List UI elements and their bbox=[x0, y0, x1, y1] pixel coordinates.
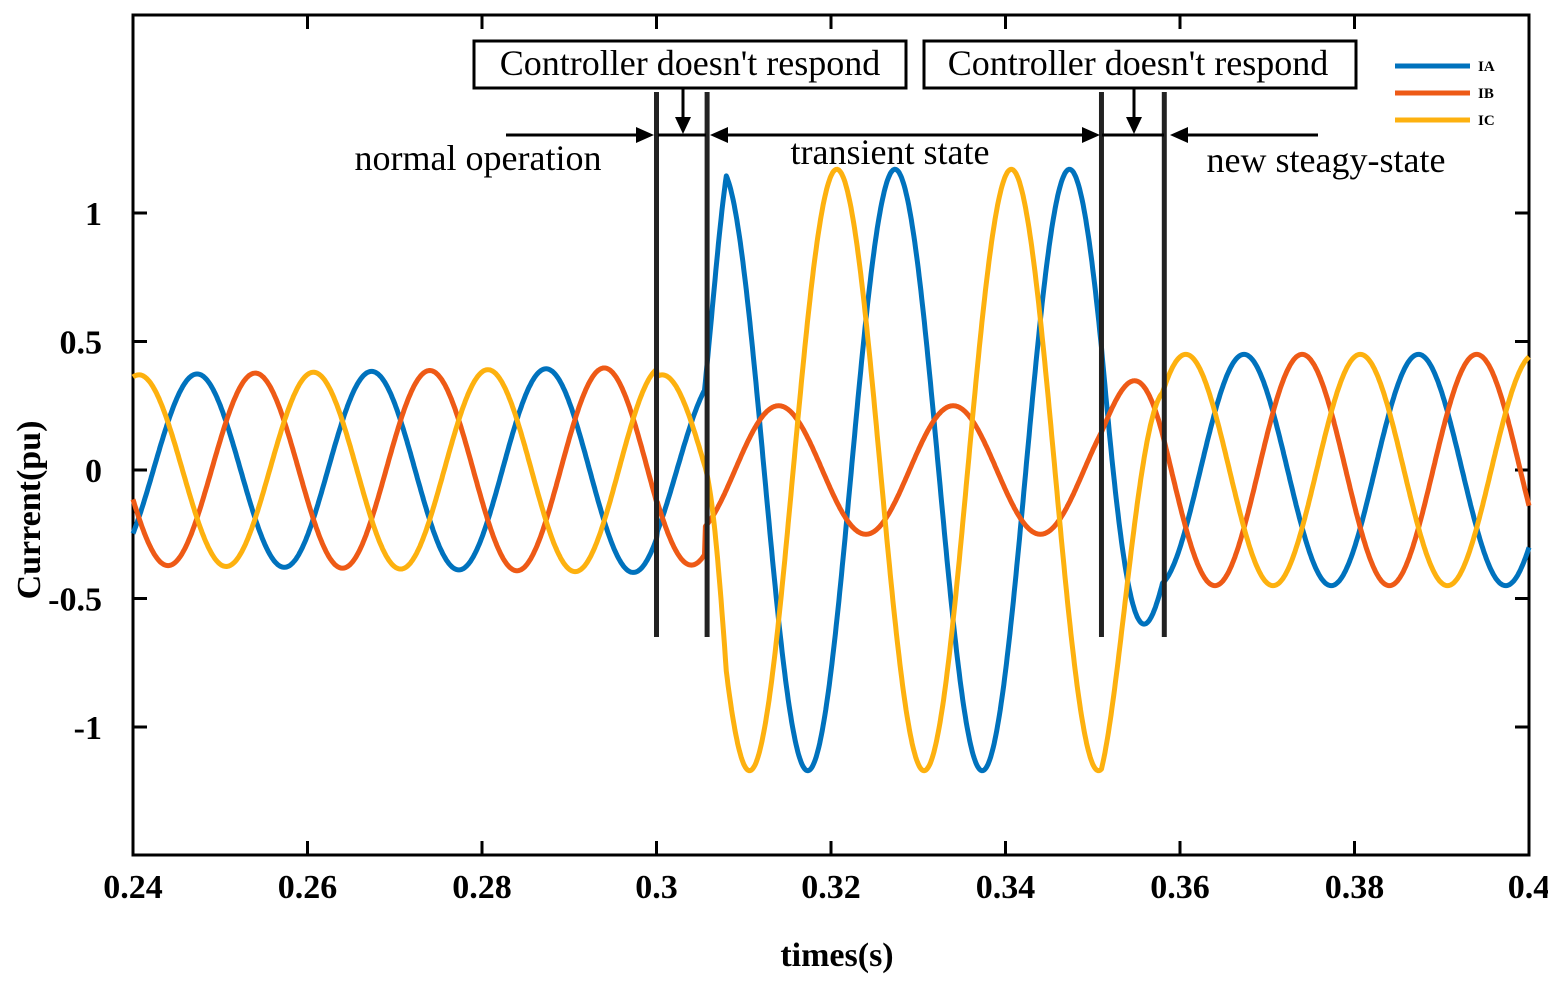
x-tick-label: 0.34 bbox=[976, 869, 1036, 906]
series-layer bbox=[130, 166, 1532, 774]
normal-arrow-head bbox=[636, 127, 654, 143]
y-axis-label: Current(pu) bbox=[11, 421, 48, 600]
y-tick-label: 0.5 bbox=[60, 325, 103, 362]
transient-arrow-head-right bbox=[1082, 127, 1100, 143]
axis-ticks bbox=[131, 15, 1531, 855]
series-ia-line bbox=[130, 166, 1532, 774]
down-arrow-2-head bbox=[1126, 117, 1142, 134]
x-tick-labels: 0.24 0.26 0.28 0.3 0.32 0.34 0.36 0.38 0.4 bbox=[103, 869, 1548, 906]
transient-state-label: transient state bbox=[791, 132, 990, 172]
x-tick-label: 0.28 bbox=[452, 869, 512, 906]
down-arrow-1-head bbox=[675, 117, 691, 134]
y-tick-label: 1 bbox=[85, 196, 102, 233]
normal-operation-label: normal operation bbox=[355, 138, 602, 178]
series-ic-line bbox=[131, 166, 1531, 774]
x-tick-label: 0.3 bbox=[635, 869, 678, 906]
x-tick-label: 0.36 bbox=[1150, 869, 1210, 906]
annotation-box-1 bbox=[472, 39, 908, 90]
x-tick-label: 0.38 bbox=[1325, 869, 1385, 906]
transient-arrow-head-left bbox=[710, 127, 728, 143]
y-tick-label: -0.5 bbox=[48, 582, 102, 619]
x-tick-label: 0.32 bbox=[801, 869, 861, 906]
legend-label-ic: IC bbox=[1478, 113, 1495, 129]
x-tick-label: 0.4 bbox=[1508, 869, 1548, 906]
x-tick-label: 0.26 bbox=[278, 869, 338, 906]
legend: IA IB IC bbox=[1395, 59, 1495, 129]
annotation-box-2-text: Controller doesn't respond bbox=[948, 43, 1328, 83]
y-tick-label: 0 bbox=[85, 453, 102, 490]
y-tick-label: -1 bbox=[74, 710, 102, 747]
steady-arrow-head bbox=[1170, 127, 1188, 143]
x-axis-label: times(s) bbox=[780, 937, 893, 974]
legend-label-ia: IA bbox=[1478, 59, 1495, 75]
y-tick-labels: 1 0.5 0 -0.5 -1 bbox=[48, 196, 102, 747]
x-tick-label: 0.24 bbox=[103, 869, 163, 906]
annotations: Controller doesn't respond Controller do… bbox=[355, 39, 1446, 180]
new-steady-state-label: new steagy-state bbox=[1207, 140, 1446, 180]
annotation-box-1-text: Controller doesn't respond bbox=[500, 43, 880, 83]
event-lines bbox=[654, 92, 1167, 637]
legend-label-ib: IB bbox=[1478, 86, 1494, 102]
annotation-box-2 bbox=[922, 39, 1358, 90]
series-ib-line bbox=[130, 351, 1532, 589]
